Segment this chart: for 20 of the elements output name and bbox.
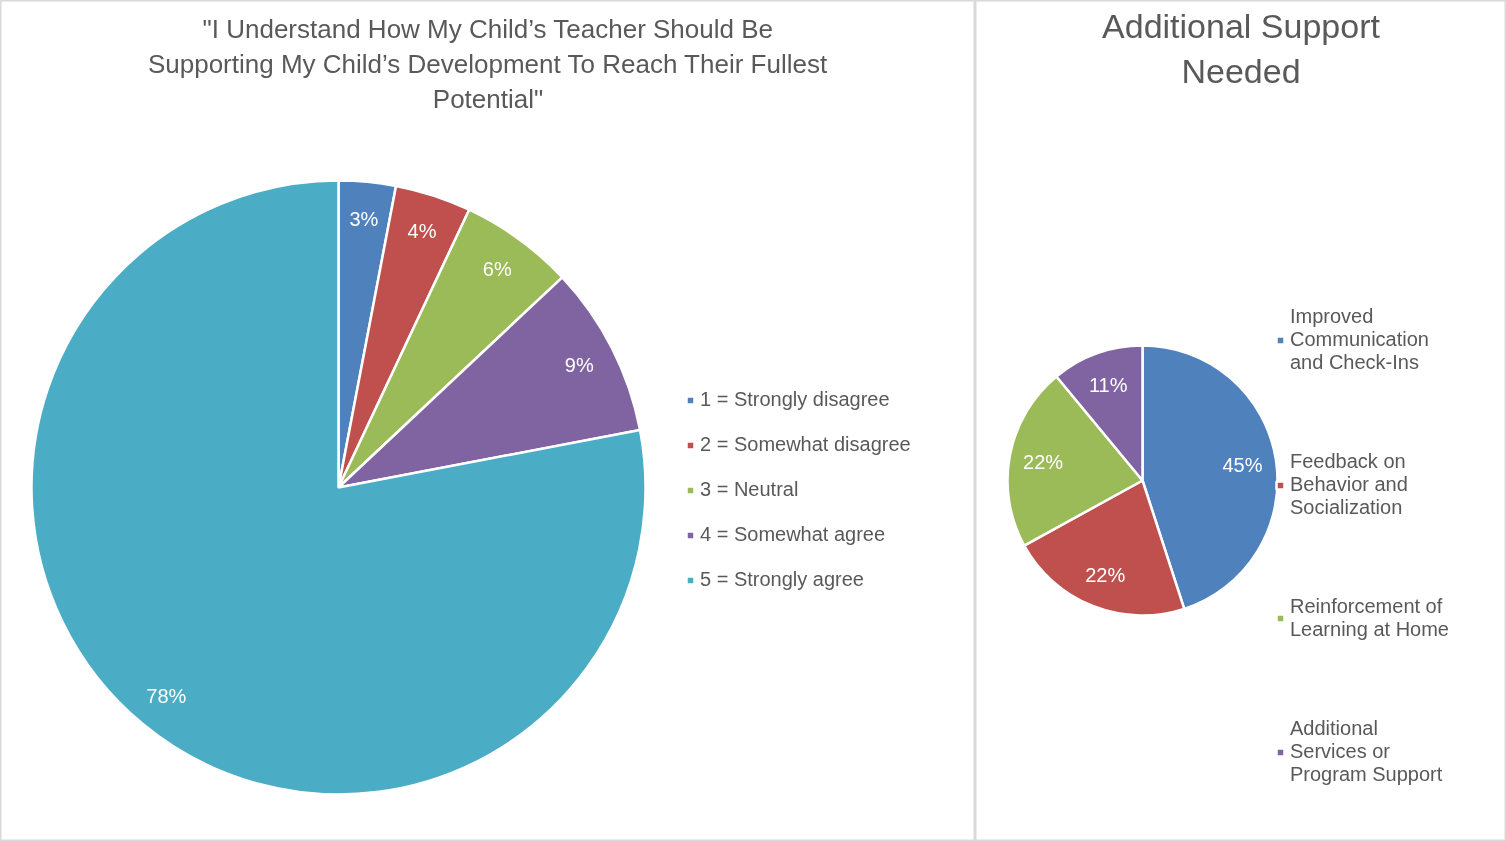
data-label: 22% xyxy=(1085,563,1126,586)
legend-label: 4 = Somewhat agree xyxy=(700,523,886,546)
data-label: 45% xyxy=(1222,453,1263,476)
legend-label: Improved Communication and Check-Ins xyxy=(1290,305,1429,374)
legend-label: Additional Services or Program Support xyxy=(1290,717,1443,786)
data-label: 4% xyxy=(407,219,437,242)
data-label: 9% xyxy=(564,353,594,376)
legend-label: Feedback on Behavior and Socialization xyxy=(1290,450,1408,519)
data-label: 78% xyxy=(146,684,187,707)
data-label: 11% xyxy=(1088,374,1128,397)
legend-label: 5 = Strongly agree xyxy=(700,568,864,591)
data-label: 6% xyxy=(482,257,512,280)
data-label: 3% xyxy=(349,207,379,230)
chart-title: "I Understand How My Child’s Teacher Should Be Supporting My Child’s Development To Reach Their Fullest Potential" xyxy=(147,13,828,114)
chart-title: Additional Support Needed xyxy=(1102,6,1381,91)
legend-label: Reinforcement of Learning at Home xyxy=(1290,595,1449,641)
data-label: 22% xyxy=(1023,450,1064,473)
legend-label: 1 = Strongly disagree xyxy=(700,388,890,411)
legend-label: 2 = Somewhat disagree xyxy=(700,433,911,456)
legend-label: 3 = Neutral xyxy=(700,478,799,501)
